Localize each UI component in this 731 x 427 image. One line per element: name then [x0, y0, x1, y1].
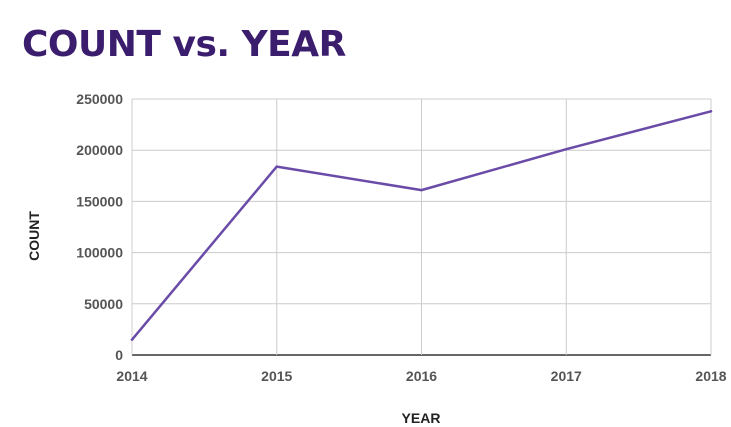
y-tick-labels: 0 50000 100000 150000 200000 250000 [76, 91, 123, 363]
y-axis-label: COUNT [26, 211, 42, 261]
y-tick-label: 50000 [84, 296, 123, 312]
y-tick-label: 200000 [76, 142, 123, 158]
x-tick-label: 2017 [551, 368, 582, 384]
x-tick-label: 2016 [406, 368, 437, 384]
series-group [130, 110, 713, 341]
x-tick-label: 2018 [695, 368, 726, 384]
x-axis-label: YEAR [402, 410, 441, 426]
x-tick-label: 2015 [261, 368, 292, 384]
chart-title: COUNT vs. YEAR [22, 24, 346, 65]
data-point [275, 165, 278, 168]
y-tick-label: 0 [115, 347, 123, 363]
gridlines [131, 98, 712, 356]
data-point [565, 147, 568, 151]
x-tick-labels: 2014 2015 2016 2017 2018 [116, 368, 726, 384]
data-point [130, 338, 134, 341]
data-point [420, 188, 423, 192]
y-tick-label: 100000 [76, 245, 123, 261]
x-tick-label: 2014 [116, 368, 147, 384]
y-tick-label: 250000 [76, 91, 123, 107]
data-point [709, 110, 713, 113]
y-tick-label: 150000 [76, 193, 123, 209]
